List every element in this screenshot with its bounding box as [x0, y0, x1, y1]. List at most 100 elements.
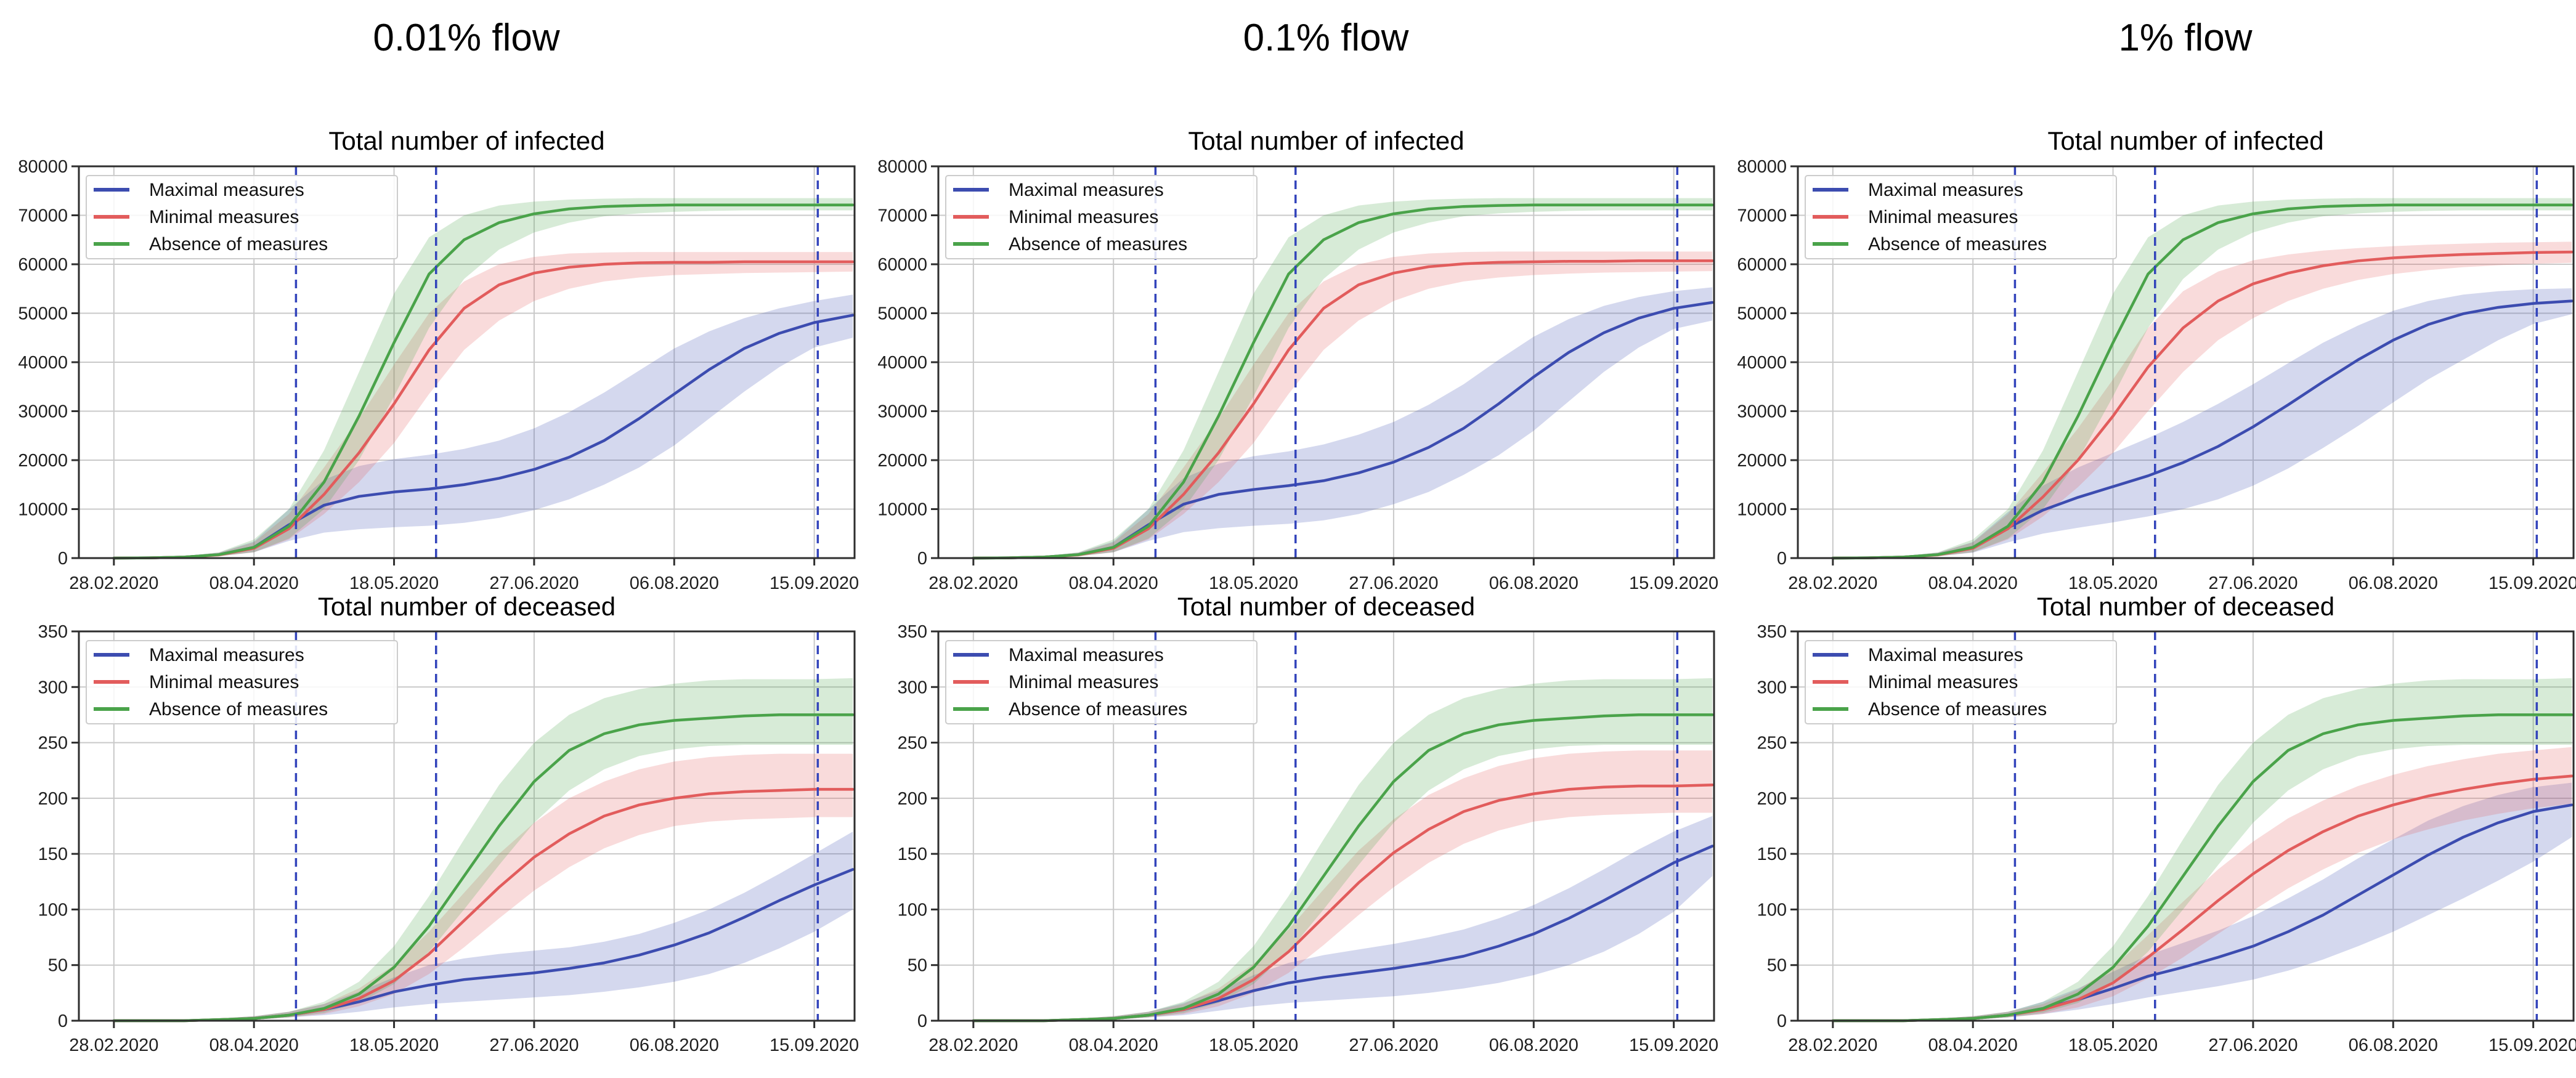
y-tick-label: 200	[38, 789, 68, 809]
x-tick-label: 28.02.2020	[928, 573, 1018, 593]
confidence-band-maximal	[973, 816, 1713, 1021]
x-tick-label: 27.06.2020	[1349, 1035, 1438, 1055]
y-tick-label: 30000	[877, 402, 927, 422]
confidence-band-minimal	[1832, 747, 2572, 1021]
y-tick-label: 30000	[18, 402, 68, 422]
chart-0-0: 28.02.2020 08.04.2020 18.05.2020 27.06.2020…	[18, 126, 859, 593]
x-tick-label: 08.04.2020	[209, 1035, 299, 1055]
legend-label: Minimal measures	[1868, 207, 2018, 227]
legend-label: Absence of measures	[149, 234, 328, 254]
x-tick-label: 15.09.2020	[2489, 1035, 2576, 1055]
x-tick-label: 06.08.2020	[630, 573, 719, 593]
x-tick-label: 08.04.2020	[1069, 1035, 1158, 1055]
plot-frame	[78, 630, 856, 1022]
legend-label: Absence of measures	[1868, 234, 2047, 254]
series-line-absence	[972, 713, 1714, 1023]
y-tick-label: 200	[898, 789, 927, 809]
x-tick-label: 06.08.2020	[2349, 1035, 2438, 1055]
x-tick-label: 15.09.2020	[770, 573, 859, 593]
x-tick-label: 15.09.2020	[770, 1035, 859, 1055]
legend-box	[86, 175, 398, 259]
confidence-band-maximal	[973, 287, 1713, 558]
legend-label: Absence of measures	[149, 699, 328, 719]
y-tick-label: 350	[898, 622, 927, 642]
confidence-band-minimal	[973, 750, 1713, 1021]
legend-label: Maximal measures	[1868, 645, 2023, 665]
y-tick-label: 0	[1777, 1011, 1787, 1031]
series-line-absence	[1831, 203, 2574, 560]
y-tick-label: 20000	[1737, 451, 1787, 471]
legend-label: Maximal measures	[149, 645, 304, 665]
x-tick-label: 15.09.2020	[2489, 573, 2576, 593]
y-tick-label: 50000	[1737, 304, 1787, 324]
confidence-band-minimal	[113, 252, 853, 558]
y-tick-label: 10000	[877, 500, 927, 520]
legend-label: Absence of measures	[1009, 699, 1187, 719]
x-tick-label: 27.06.2020	[1349, 573, 1438, 593]
y-tick-label: 350	[38, 622, 68, 642]
y-tick-label: 250	[898, 734, 927, 753]
confidence-band-maximal	[113, 294, 853, 558]
y-tick-label: 300	[898, 678, 927, 697]
x-tick-label: 27.06.2020	[489, 573, 579, 593]
y-tick-label: 0	[1777, 549, 1787, 569]
column-header-1-flow: 1% flow	[2118, 17, 2253, 59]
x-tick-label: 27.06.2020	[2208, 573, 2298, 593]
x-tick-label: 08.04.2020	[1928, 573, 2018, 593]
y-tick-label: 10000	[1737, 500, 1787, 520]
y-tick-label: 80000	[18, 157, 68, 177]
y-tick-label: 50000	[877, 304, 927, 324]
legend-label: Maximal measures	[1009, 180, 1164, 200]
legend-label: Absence of measures	[1868, 699, 2047, 719]
x-tick-label: 06.08.2020	[2349, 573, 2438, 593]
x-tick-label: 08.04.2020	[1069, 573, 1158, 593]
x-tick-label: 15.09.2020	[1629, 1035, 1718, 1055]
confidence-band-maximal	[1832, 288, 2572, 558]
chart-title: Total number of infected	[2047, 126, 2323, 155]
confidence-band-minimal	[1832, 241, 2572, 558]
y-tick-label: 10000	[18, 500, 68, 520]
legend-box	[945, 175, 1258, 259]
y-tick-label: 250	[38, 734, 68, 753]
series-line-absence	[1831, 713, 2574, 1023]
plot-frame	[937, 630, 1715, 1022]
y-tick-label: 70000	[1737, 206, 1787, 226]
x-tick-label: 28.02.2020	[69, 573, 158, 593]
y-tick-label: 30000	[1737, 402, 1787, 422]
x-tick-label: 06.08.2020	[1489, 1035, 1579, 1055]
legend-label: Minimal measures	[149, 672, 299, 692]
legend-label: Absence of measures	[1009, 234, 1187, 254]
y-tick-label: 40000	[18, 353, 68, 373]
y-tick-label: 0	[917, 1011, 927, 1031]
y-tick-label: 60000	[877, 255, 927, 275]
y-tick-label: 150	[898, 845, 927, 864]
legend-label: Maximal measures	[149, 180, 304, 200]
chart-title: Total number of deceased	[318, 592, 616, 621]
y-tick-label: 100	[898, 900, 927, 920]
confidence-band-maximal	[1832, 782, 2572, 1021]
x-tick-label: 18.05.2020	[2068, 1035, 2158, 1055]
y-tick-label: 0	[58, 549, 68, 569]
series-line-absence	[972, 203, 1714, 560]
y-tick-label: 60000	[1737, 255, 1787, 275]
y-tick-label: 150	[1757, 845, 1787, 864]
legend-box	[945, 640, 1258, 724]
legend-box	[86, 640, 398, 724]
confidence-band-minimal	[973, 251, 1713, 558]
legend-label: Maximal measures	[1868, 180, 2023, 200]
legend-box	[1805, 640, 2117, 724]
column-header-0.1-flow: 0.1% flow	[1243, 17, 1409, 59]
y-tick-label: 100	[1757, 900, 1787, 920]
y-tick-label: 50	[48, 956, 68, 976]
x-tick-label: 18.05.2020	[1209, 573, 1298, 593]
x-tick-label: 28.02.2020	[928, 1035, 1018, 1055]
y-tick-label: 20000	[877, 451, 927, 471]
legend-label: Minimal measures	[1868, 672, 2018, 692]
x-tick-label: 28.02.2020	[1788, 573, 1877, 593]
y-tick-label: 300	[38, 678, 68, 697]
chart-1-0: 28.02.2020 08.04.2020 18.05.2020 27.06.2020…	[38, 592, 859, 1055]
y-tick-label: 60000	[18, 255, 68, 275]
series-line-absence	[112, 713, 855, 1023]
chart-0-1: 28.02.2020 08.04.2020 18.05.2020 27.06.2020…	[877, 126, 1718, 593]
